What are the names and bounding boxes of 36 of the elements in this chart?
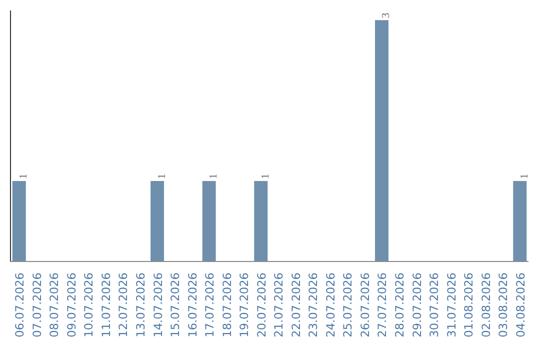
x-tick-label: 01.08.2026 xyxy=(462,272,476,338)
data-label: 1 xyxy=(260,174,272,180)
x-tick-label: 10.07.2026 xyxy=(82,272,96,338)
x-tick-label: 08.07.2026 xyxy=(47,272,62,338)
x-tick-label: 02.08.2026 xyxy=(478,272,493,338)
data-label: 1 xyxy=(519,174,530,180)
x-tick-label: 17.07.2026 xyxy=(202,272,217,338)
data-label: 1 xyxy=(18,174,30,180)
x-tick-label: 26.07.2026 xyxy=(358,272,372,338)
x-tick-label: 16.07.2026 xyxy=(185,272,200,338)
data-label: 3 xyxy=(381,12,392,18)
x-tick-label: 13.07.2026 xyxy=(134,272,148,338)
x-tick-label: 14.07.2026 xyxy=(150,272,165,338)
x-tick-label: 24.07.2026 xyxy=(323,272,338,338)
x-tick-label: 04.08.2026 xyxy=(513,272,528,338)
x-tick-label: 09.07.2026 xyxy=(64,272,78,338)
x-tick-label: 15.07.2026 xyxy=(168,272,182,338)
x-tick-label: 22.07.2026 xyxy=(288,272,303,338)
x-tick-label: 25.07.2026 xyxy=(340,272,355,338)
x-tick-label: 27.07.2026 xyxy=(375,272,390,338)
data-label: 1 xyxy=(156,174,168,180)
x-tick-label: 12.07.2026 xyxy=(116,272,130,338)
x-tick-label: 30.07.2026 xyxy=(427,272,442,338)
x-tick-label: 07.07.2026 xyxy=(30,272,44,338)
x-tick-label: 23.07.2026 xyxy=(306,272,320,338)
x-tick-label: 06.07.2026 xyxy=(12,272,27,338)
data-label: 1 xyxy=(208,174,220,180)
x-tick-label: 31.07.2026 xyxy=(444,272,458,338)
x-tick-label: 21.07.2026 xyxy=(272,272,286,338)
x-tick-label: 29.07.2026 xyxy=(410,272,424,338)
x-tick-label: 03.08.2026 xyxy=(496,272,510,338)
x-tick-label: 18.07.2026 xyxy=(220,272,234,338)
x-tick-label: 19.07.2026 xyxy=(237,272,252,338)
x-tick-label: 11.07.2026 xyxy=(98,272,113,338)
x-tick-label: 28.07.2026 xyxy=(392,272,406,338)
x-tick-label: 20.07.2026 xyxy=(254,272,268,338)
